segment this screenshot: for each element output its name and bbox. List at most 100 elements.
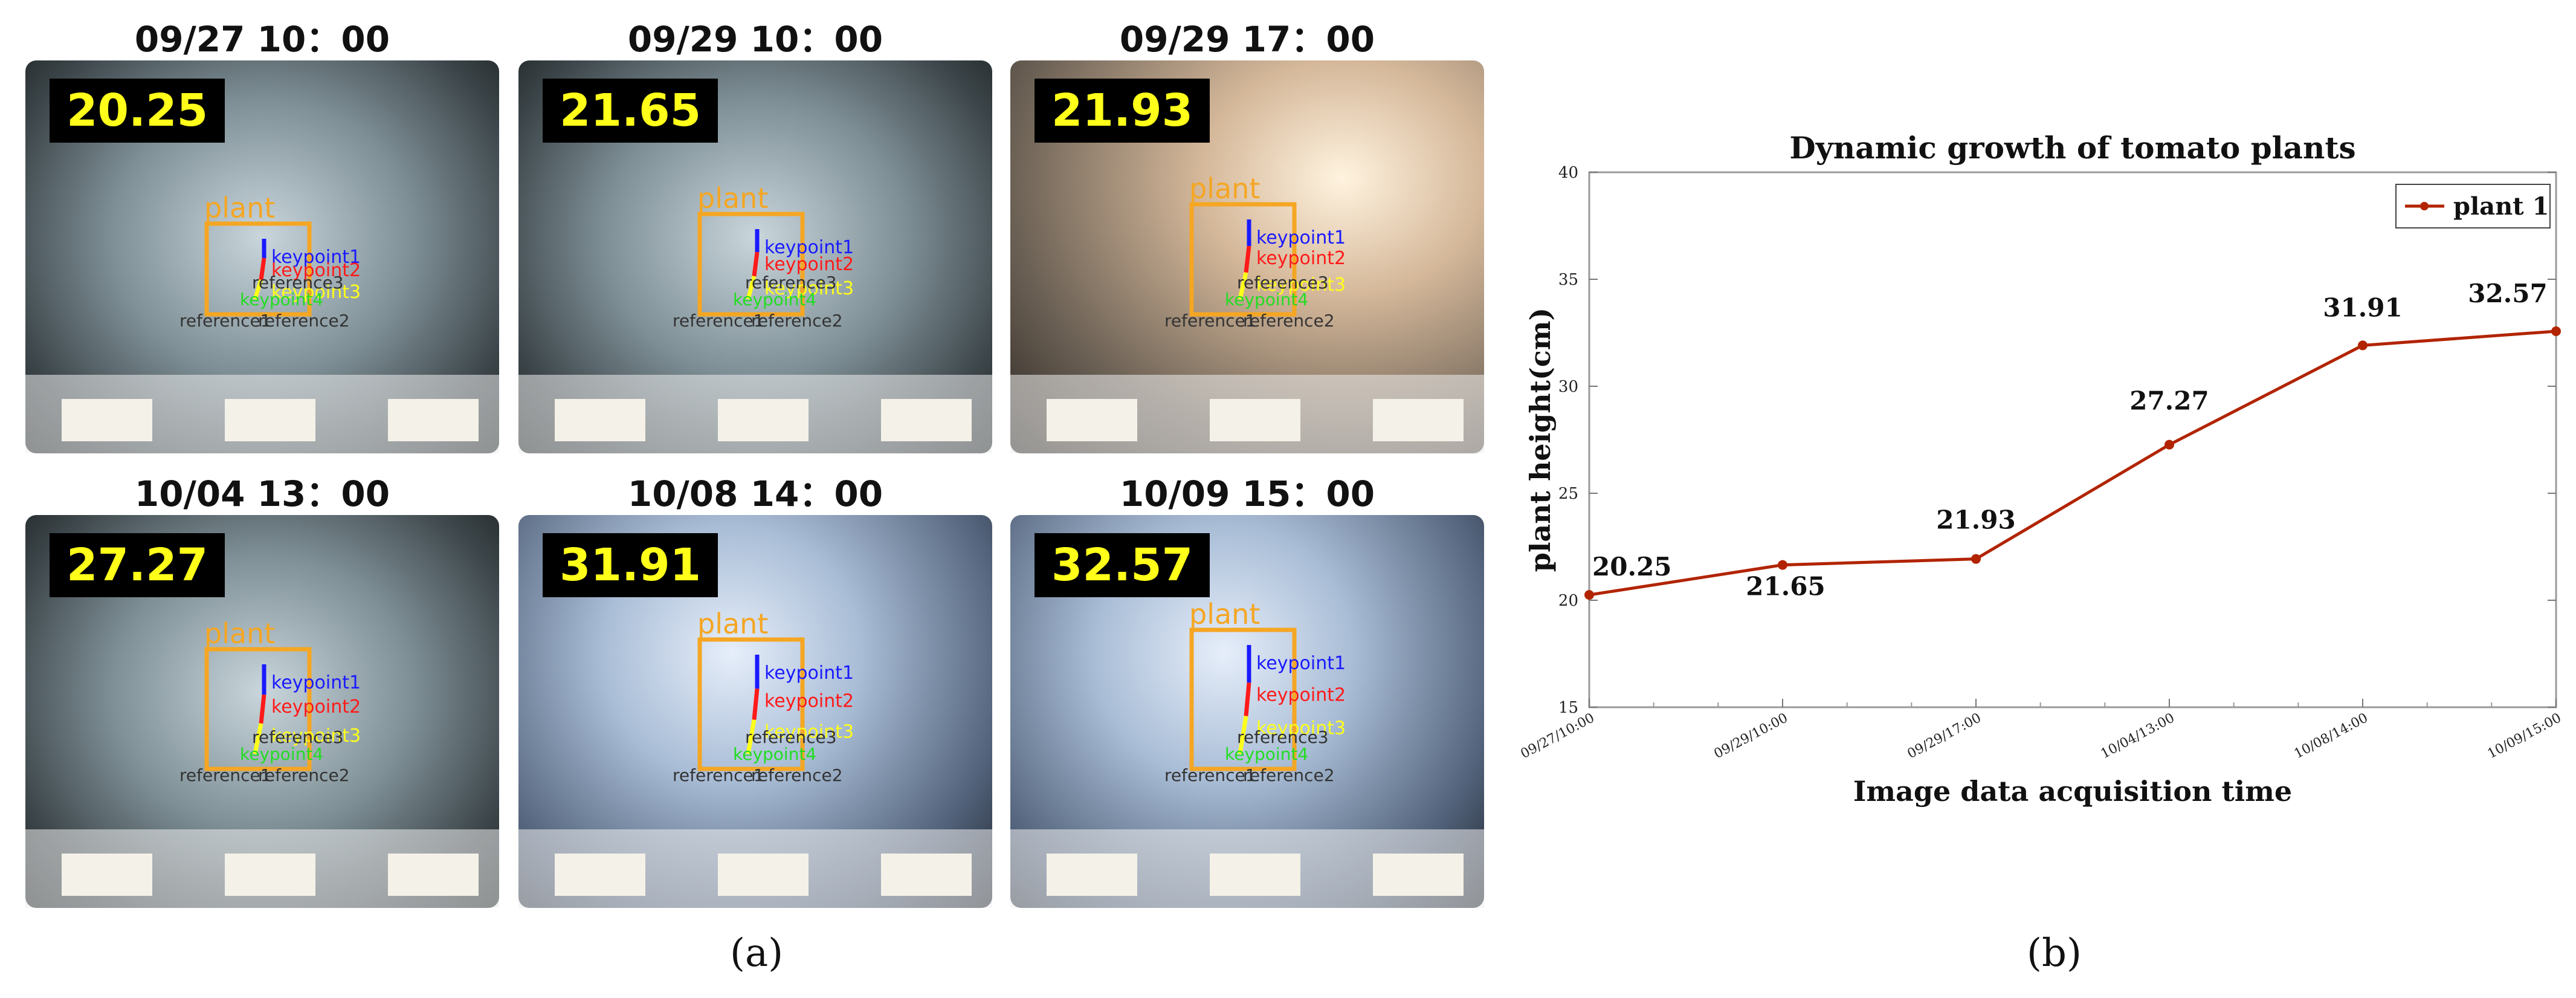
keypoint3-segment — [746, 719, 757, 754]
plant-bounding-box — [1189, 627, 1297, 771]
data-point — [1971, 554, 1981, 564]
plant-label: plant — [697, 608, 768, 640]
x-tick-label: 09/29/10:00 — [1712, 710, 1790, 762]
keypoint2-label: keypoint2 — [1256, 684, 1346, 705]
series-line-plant-1 — [1589, 329, 2557, 597]
planter-left — [555, 399, 645, 441]
reference2-label: reference2 — [751, 311, 843, 331]
x-tick-label: 10/08/14:00 — [2292, 710, 2371, 762]
panel-a-label: (a) — [730, 931, 784, 976]
data-point — [2164, 439, 2174, 450]
plant-photo-tile: plant keypoint1 keypoint2 keypoint3 keypoint… — [1010, 515, 1484, 908]
data-point — [1584, 590, 1594, 600]
keypoint1-label: keypoint1 — [1256, 227, 1346, 248]
reference3-label: reference3 — [745, 273, 837, 293]
keypoint-overlay: plantkeypoint1keypoint2keypoint3keypoint… — [25, 617, 499, 908]
reference3-label: reference3 — [745, 727, 837, 747]
data-label: 21.65 — [1746, 572, 1825, 601]
panel-b-label: (b) — [2027, 931, 2082, 976]
x-tick-label: 10/09/15:00 — [2485, 710, 2564, 762]
keypoint3-label: keypoint3 — [1256, 274, 1346, 296]
planter-center — [718, 854, 809, 896]
data-point — [2358, 340, 2368, 351]
y-tick-label: 20 — [1558, 592, 1578, 610]
keypoint-overlay: plant keypoint1keypoint2keypoint3keypoint… — [25, 192, 499, 453]
data-label: 20.25 — [1592, 552, 1672, 582]
keypoint2-segment — [259, 258, 266, 280]
plant-bounding-box — [697, 212, 805, 317]
plant-photo-tile: plant keypoint1 keypoint2 keypoint3 keypoint… — [1010, 60, 1484, 453]
keypoint4-label: keypoint4 — [733, 290, 816, 309]
y-tick-label: 40 — [1558, 164, 1578, 182]
keypoint3-label: keypoint3 — [764, 278, 854, 299]
reference1-label: reference1 — [179, 311, 271, 331]
reference2-label: reference2 — [1243, 311, 1335, 331]
planter-left — [1047, 854, 1137, 896]
keypoint2-label: keypoint2 — [271, 696, 361, 718]
planter-right — [1373, 854, 1464, 896]
reference1-label: reference1 — [673, 765, 764, 785]
keypoint-overlay: plantkeypoint1keypoint2keypoint3keypoint… — [1010, 172, 1484, 453]
planter-center — [225, 399, 315, 441]
plant-label: plant — [697, 182, 768, 215]
reference3-label: reference3 — [1237, 727, 1329, 747]
keypoint2-segment — [259, 694, 266, 724]
keypoint3-segment — [1238, 716, 1248, 754]
y-tick-label: 30 — [1558, 378, 1578, 396]
legend-marker — [2420, 202, 2429, 210]
keypoint4-label: keypoint4 — [733, 744, 816, 764]
plant-label: plant — [204, 192, 275, 224]
keypoint2-segment — [752, 688, 760, 721]
panel-a: 09/27 10：00 plant keypoint1 keypoint2 keypoi… — [25, 19, 1484, 976]
reference1-label: reference1 — [1164, 765, 1256, 785]
reference2-label: reference2 — [258, 311, 350, 331]
keypoint2-label: keypoint2 — [1256, 248, 1346, 269]
data-point — [1778, 560, 1787, 570]
plant-label: plant — [204, 617, 275, 650]
reference1-label: reference1 — [673, 311, 764, 331]
height-value-badge: 20.25 — [50, 79, 225, 143]
planter-right — [881, 399, 972, 441]
height-value-badge: 21.65 — [543, 79, 718, 143]
keypoint4-label: keypoint4 — [240, 290, 323, 309]
keypoint-overlay: plantkeypoint1keypoint2keypoint3keypoint… — [518, 608, 992, 908]
keypoint4-label: keypoint4 — [1225, 744, 1308, 764]
keypoint3-segment — [1238, 272, 1248, 300]
keypoint2-label: keypoint2 — [764, 690, 854, 711]
planter-center — [1210, 854, 1300, 896]
reference3-label: reference3 — [252, 273, 344, 293]
x-tick-label: 10/04/13:00 — [2099, 710, 2177, 762]
y-tick-label: 15 — [1558, 699, 1578, 717]
plant-label: plant — [1189, 598, 1260, 630]
keypoint3-label: keypoint3 — [271, 282, 361, 303]
height-value-badge: 27.27 — [50, 533, 225, 597]
planter-right — [388, 399, 479, 441]
keypoint-overlay: plantkeypoint1keypoint2keypoint3keypoint… — [518, 182, 992, 453]
data-label: 31.91 — [2323, 293, 2403, 322]
data-label: 21.93 — [1936, 505, 2016, 535]
planter-center — [718, 399, 809, 441]
data-label: 32.57 — [2468, 279, 2548, 308]
planter-left — [1047, 399, 1137, 441]
keypoint2-segment — [752, 251, 760, 277]
keypoint3-label: keypoint3 — [1256, 718, 1346, 739]
growth-chart-svg: Dynamic growth of tomato plants 15 20 25 30 3… — [1519, 130, 2564, 808]
tile-caption: 09/29 10：00 — [627, 19, 883, 60]
keypoint1-label: keypoint1 — [1256, 653, 1346, 674]
plant-photo-tile: plant keypoint1 keypoint2 keypoint3 keypoint… — [25, 60, 499, 453]
x-tick-label: 09/27/10:00 — [1519, 710, 1597, 762]
planter-center — [1210, 399, 1300, 441]
keypoint3-label: keypoint3 — [271, 725, 361, 747]
keypoint2-label: keypoint2 — [271, 260, 361, 281]
keypoint3-segment — [746, 276, 757, 300]
plant-bounding-box — [204, 221, 312, 317]
reference3-label: reference3 — [252, 727, 344, 747]
tile-caption: 09/27 10：00 — [134, 19, 390, 60]
planter-center — [225, 854, 315, 896]
reference3-label: reference3 — [1237, 273, 1329, 293]
chart-title: Dynamic growth of tomato plants — [1789, 130, 2355, 166]
planter-left — [62, 854, 152, 896]
plant-photo-tile: plant keypoint1 keypoint2 keypoint3 keypoint… — [518, 60, 992, 453]
keypoint1-label: keypoint1 — [271, 247, 361, 268]
plant-photo-tile: plant keypoint1 keypoint2 keypoint3 keypoint… — [25, 515, 499, 908]
